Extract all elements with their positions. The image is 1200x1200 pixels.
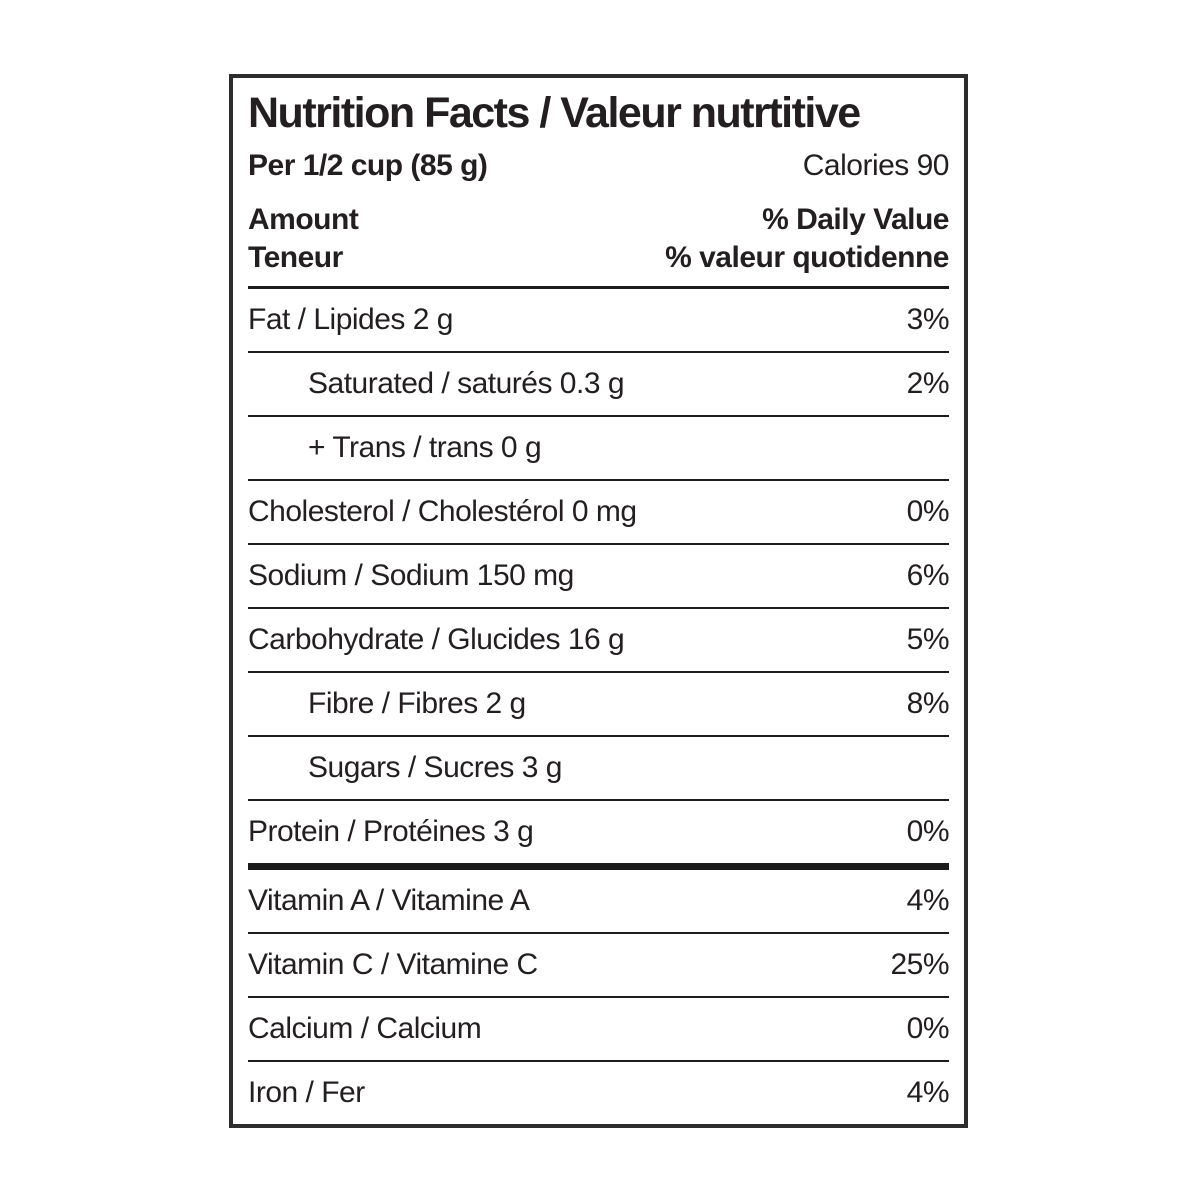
nutrient-dv-value: 2% (906, 367, 950, 401)
calories-value: Calories 90 (802, 149, 950, 183)
nutrient-row: Carbohydrate / Glucides 16 g 5% (248, 607, 950, 671)
nutrient-label: Cholesterol / Cholestérol 0 mg (248, 495, 637, 529)
nutrient-label: Calcium / Calcium (248, 1012, 482, 1046)
nutrient-label: Fibre / Fibres 2 g (308, 687, 526, 721)
nutrient-row: Vitamin C / Vitamine C 25% (248, 932, 949, 996)
amount-header-fr: Teneur (248, 240, 343, 274)
nutrient-label: Iron / Fer (248, 1076, 365, 1110)
daily-value-header: % Daily Value % valeur quotidenne (665, 201, 949, 276)
nutrient-row: Sodium / Sodium 150 mg 6% (248, 543, 950, 607)
label-title: Nutrition Facts / Valeur nutrtitive (248, 89, 861, 137)
nutrient-dv-value: 8% (906, 687, 950, 721)
nutrient-rows: Fat / Lipides 2 g 3% Saturated / saturés… (248, 289, 950, 1124)
nutrient-dv-value: 4% (906, 1076, 950, 1110)
amount-header-en: Amount (248, 203, 359, 237)
nutrient-row: Fat / Lipides 2 g 3% (248, 289, 950, 351)
nutrient-label: + Trans / trans 0 g (308, 431, 542, 465)
nutrient-dv-value: 4% (906, 884, 950, 918)
nutrient-dv-value: 0% (906, 495, 950, 529)
column-headers: Amount Teneur % Daily Value % valeur quo… (248, 201, 949, 290)
nutrient-label: Protein / Protéines 3 g (248, 815, 534, 849)
nutrient-row: Iron / Fer 4% (248, 1060, 950, 1124)
nutrient-dv-value: 5% (906, 623, 950, 657)
nutrient-row: Sugars / Sucres 3 g (248, 735, 949, 799)
nutrient-dv-value: 0% (906, 815, 950, 849)
daily-value-header-en: % Daily Value (762, 203, 949, 237)
nutrient-row: Calcium / Calcium 0% (248, 996, 950, 1060)
nutrient-label: Sodium / Sodium 150 mg (248, 559, 574, 593)
nutrient-dv-value: 3% (906, 303, 950, 337)
serving-size: Per 1/2 cup (85 g) (248, 149, 488, 183)
nutrient-label: Sugars / Sucres 3 g (308, 751, 562, 785)
serving-line: Per 1/2 cup (85 g) Calories 90 (248, 149, 950, 183)
nutrient-label: Carbohydrate / Glucides 16 g (248, 623, 625, 657)
amount-header: Amount Teneur (248, 201, 359, 276)
daily-value-header-fr: % valeur quotidenne (665, 240, 949, 274)
nutrient-row: + Trans / trans 0 g (248, 415, 949, 479)
nutrient-label: Fat / Lipides 2 g (248, 303, 453, 337)
nutrient-row: Saturated / saturés 0.3 g 2% (248, 351, 950, 415)
nutrient-dv-value: 0% (906, 1012, 950, 1046)
nutrient-label: Vitamin C / Vitamine C (248, 948, 538, 982)
nutrient-row: Protein / Protéines 3 g 0% (248, 799, 950, 871)
nutrient-row: Fibre / Fibres 2 g 8% (248, 671, 950, 735)
nutrient-label: Saturated / saturés 0.3 g (308, 367, 625, 401)
nutrient-row: Cholesterol / Cholestérol 0 mg 0% (248, 479, 950, 543)
nutrient-label: Vitamin A / Vitamine A (248, 884, 530, 918)
nutrient-dv-value: 25% (890, 948, 949, 982)
nutrition-facts-label: Nutrition Facts / Valeur nutrtitive Per … (229, 74, 968, 1128)
nutrient-dv-value: 6% (906, 559, 950, 593)
nutrient-row: Vitamin A / Vitamine A 4% (248, 870, 950, 932)
